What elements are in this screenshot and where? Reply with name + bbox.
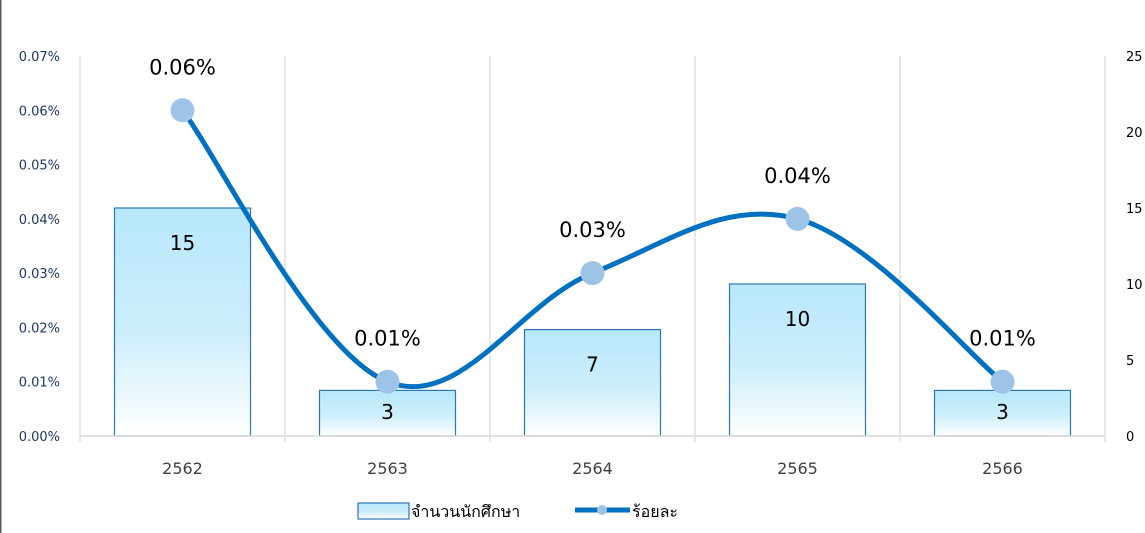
legend: จำนวนนักศึกษา ร้อยละ bbox=[357, 502, 678, 521]
right-y-tick-label: 20 bbox=[1126, 126, 1143, 141]
left-y-tick-label: 0.06% bbox=[19, 104, 60, 119]
percent-value-label: 0.04% bbox=[764, 164, 831, 188]
left-y-tick-label: 0.00% bbox=[19, 430, 60, 445]
left-y-tick-label: 0.01% bbox=[19, 376, 60, 391]
legend-label-bar: จำนวนนักศึกษา bbox=[411, 502, 520, 521]
left-y-tick-label: 0.02% bbox=[19, 321, 60, 336]
percent-value-label: 0.01% bbox=[354, 327, 421, 351]
line-marker-2562 bbox=[170, 98, 195, 123]
percent-value-label: 0.03% bbox=[559, 218, 626, 242]
bar-2565 bbox=[728, 283, 867, 437]
line-marker-2564 bbox=[580, 261, 605, 286]
right-y-tick-label: 25 bbox=[1126, 50, 1143, 65]
right-y-tick-label: 5 bbox=[1126, 354, 1134, 369]
left-y-tick-label: 0.05% bbox=[19, 159, 60, 174]
left-y-axis-ticks: 0.00% 0.01% 0.02% 0.03% 0.04% 0.05% 0.06% 0.07% bbox=[19, 50, 60, 445]
percent-value-label: 0.01% bbox=[969, 327, 1036, 351]
bar-2564 bbox=[523, 329, 662, 437]
bar-value-label: 15 bbox=[170, 231, 195, 255]
percent-data-labels: 0.06% 0.01% 0.03% 0.04% 0.01% bbox=[149, 55, 1036, 350]
line-marker-2565 bbox=[785, 206, 810, 231]
percent-line-markers bbox=[170, 98, 1015, 394]
legend-swatch-marker bbox=[597, 505, 607, 515]
right-y-tick-label: 10 bbox=[1126, 278, 1143, 293]
left-y-tick-label: 0.03% bbox=[19, 267, 60, 282]
x-tick-label: 2564 bbox=[572, 459, 613, 478]
x-tick-label: 2563 bbox=[367, 459, 408, 478]
line-marker-2563 bbox=[375, 369, 400, 394]
left-y-tick-label: 0.07% bbox=[19, 50, 60, 65]
x-tick-label: 2566 bbox=[982, 459, 1023, 478]
x-axis-ticks: 2562 2563 2564 2565 2566 bbox=[162, 459, 1023, 478]
x-tick-label: 2565 bbox=[777, 459, 818, 478]
left-y-tick-label: 0.04% bbox=[19, 213, 60, 228]
right-y-axis-ticks: 0 5 10 15 20 25 bbox=[1126, 50, 1143, 445]
bar-value-label: 7 bbox=[586, 353, 599, 377]
bar-data-labels: 15 3 7 10 3 bbox=[170, 231, 1009, 424]
right-y-tick-label: 0 bbox=[1126, 430, 1134, 445]
bar-value-label: 3 bbox=[381, 400, 394, 424]
vertical-gridlines bbox=[79, 56, 1106, 442]
percent-value-label: 0.06% bbox=[149, 55, 216, 79]
legend-swatch-bar bbox=[357, 502, 410, 520]
legend-label-line: ร้อยละ bbox=[632, 502, 678, 521]
bar-2562 bbox=[113, 207, 252, 437]
bar-value-label: 3 bbox=[996, 400, 1009, 424]
bar-series bbox=[113, 207, 1072, 437]
line-marker-2566 bbox=[990, 369, 1015, 394]
bar-value-label: 10 bbox=[785, 307, 810, 331]
right-y-tick-label: 15 bbox=[1126, 202, 1143, 217]
x-tick-label: 2562 bbox=[162, 459, 203, 478]
